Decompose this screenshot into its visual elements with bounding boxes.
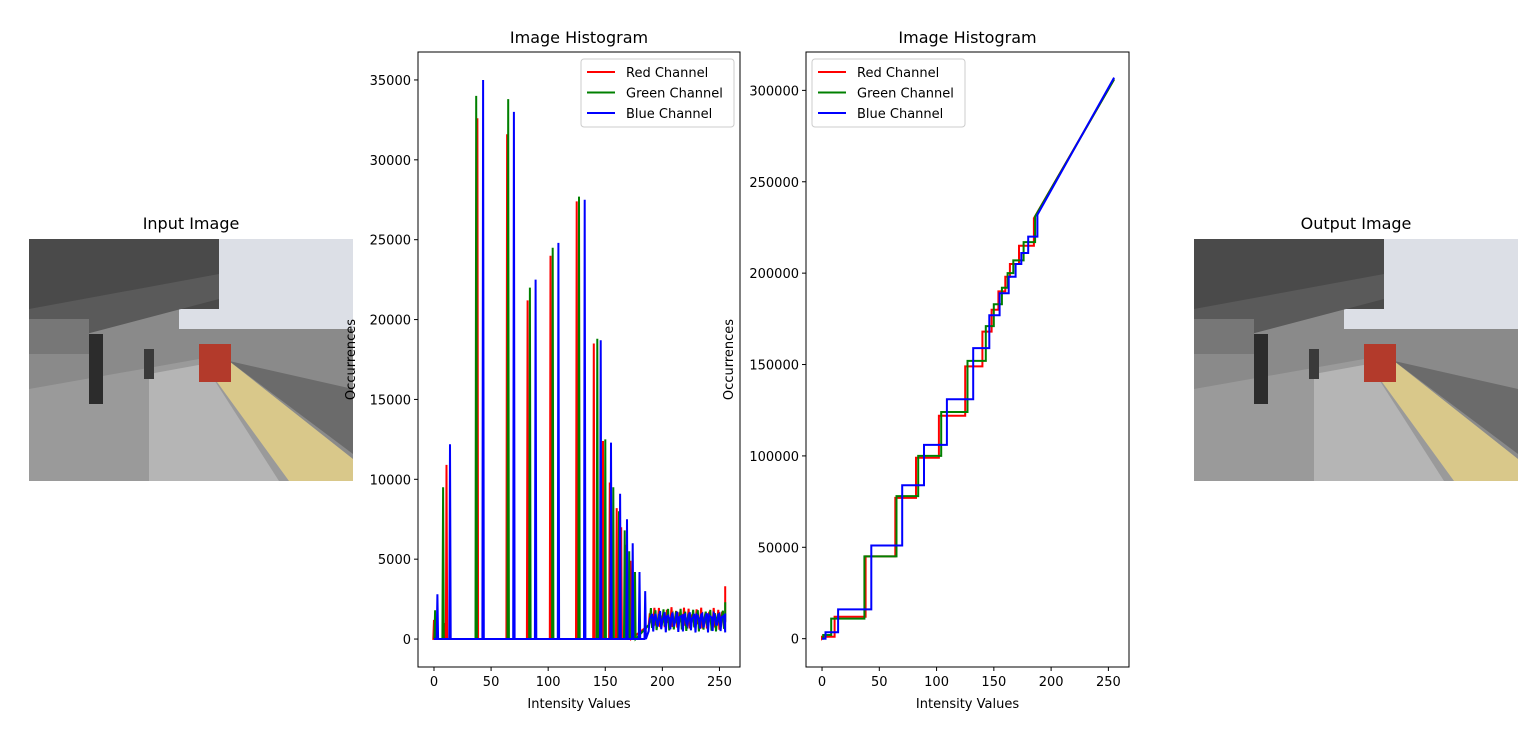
y-tick-label: 200000 xyxy=(749,267,799,282)
input-image xyxy=(29,239,353,481)
y-tick-label: 300000 xyxy=(749,84,799,99)
y-tick-label: 100000 xyxy=(749,450,799,465)
legend-label: Green Channel xyxy=(626,87,723,102)
series-line-blue xyxy=(822,77,1115,640)
legend-label: Blue Channel xyxy=(857,107,943,122)
input-image-title: Input Image xyxy=(142,214,240,233)
x-tick-label: 200 xyxy=(650,675,675,690)
series-line-blue xyxy=(433,79,727,641)
y-tick-label: 10000 xyxy=(370,473,411,488)
x-tick-label: 0 xyxy=(430,675,438,690)
chart-title: Image Histogram xyxy=(898,28,1036,47)
x-tick-label: 100 xyxy=(924,675,949,690)
x-tick-label: 50 xyxy=(871,675,888,690)
x-tick-label: 50 xyxy=(483,675,500,690)
y-tick-label: 50000 xyxy=(758,541,799,556)
x-tick-label: 100 xyxy=(536,675,561,690)
y-axis-label: Occurrences xyxy=(344,319,359,400)
y-tick-label: 30000 xyxy=(370,154,411,169)
x-tick-label: 200 xyxy=(1039,675,1064,690)
legend-label: Red Channel xyxy=(857,66,939,81)
axes-frame xyxy=(805,51,1130,668)
y-axis-label: Occurrences xyxy=(722,319,737,400)
y-tick-label: 35000 xyxy=(370,74,411,89)
station-photo-output xyxy=(1194,239,1518,481)
x-tick-label: 150 xyxy=(593,675,618,690)
x-tick-label: 0 xyxy=(818,675,826,690)
output-image xyxy=(1194,239,1518,481)
y-tick-label: 15000 xyxy=(370,393,411,408)
y-tick-label: 250000 xyxy=(749,176,799,191)
x-tick-label: 250 xyxy=(1096,675,1121,690)
y-tick-label: 0 xyxy=(791,633,799,648)
series-line-red xyxy=(821,78,1115,641)
chart-title: Image Histogram xyxy=(510,28,648,47)
legend-label: Red Channel xyxy=(626,66,708,81)
y-tick-label: 5000 xyxy=(378,553,411,568)
x-axis-label: Intensity Values xyxy=(916,697,1019,712)
series-line-green xyxy=(822,78,1115,640)
legend-box xyxy=(580,58,735,128)
axes-frame xyxy=(417,51,741,668)
legend-label: Blue Channel xyxy=(626,107,712,122)
y-tick-label: 25000 xyxy=(370,234,411,249)
legend-label: Green Channel xyxy=(857,87,954,102)
x-axis-label: Intensity Values xyxy=(527,697,630,712)
x-tick-label: 150 xyxy=(981,675,1006,690)
station-photo-input xyxy=(29,239,353,481)
output-image-title: Output Image xyxy=(1300,214,1412,233)
y-tick-label: 150000 xyxy=(749,359,799,374)
y-tick-label: 0 xyxy=(403,633,411,648)
y-tick-label: 20000 xyxy=(370,314,411,329)
x-tick-label: 250 xyxy=(707,675,732,690)
legend-box xyxy=(811,58,966,128)
